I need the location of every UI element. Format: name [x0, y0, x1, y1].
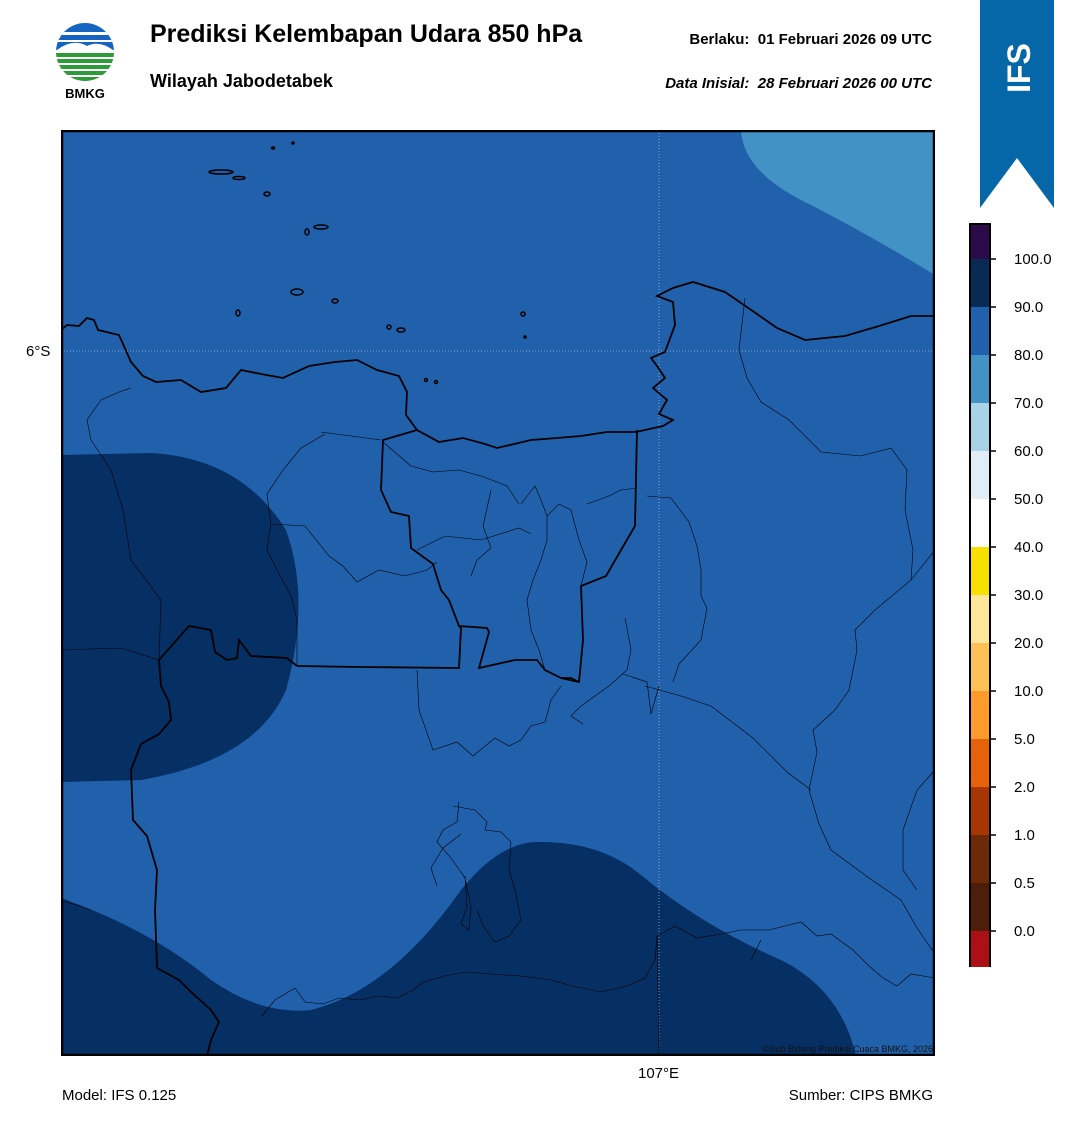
humidity-zone-90-100-south	[61, 841, 856, 1056]
colorbar-tick-label: 0.0	[1014, 923, 1035, 940]
bmkg-logo: BMKG	[53, 20, 117, 104]
bmkg-logo-icon: BMKG	[56, 23, 114, 101]
colorbar-tick-label: 70.0	[1014, 395, 1043, 412]
colorbar-tick-label: 1.0	[1014, 827, 1035, 844]
colorbar-tick-label: 30.0	[1014, 587, 1043, 604]
valid-label: Berlaku:	[689, 31, 750, 48]
colorbar-bin	[970, 403, 990, 451]
colorbar-tick-label: 5.0	[1014, 731, 1035, 748]
map-canvas	[60, 129, 936, 1057]
colorbar-tick-label: 90.0	[1014, 299, 1043, 316]
init-label: Data Inisial:	[665, 75, 750, 92]
init-time: Data Inisial: 28 Februari 2026 00 UTC	[665, 75, 932, 92]
init-value: 28 Februari 2026 00 UTC	[757, 75, 932, 92]
colorbar-bin	[970, 739, 990, 787]
colorbar-bin	[970, 499, 990, 547]
colorbar-tick-label: 20.0	[1014, 635, 1043, 652]
colorbar-bin	[970, 883, 990, 931]
colorbar-tick-label: 100.0	[1014, 251, 1052, 268]
colorbar-bin	[970, 224, 990, 259]
thousand-islands	[208, 141, 527, 385]
map-title: Prediksi Kelembapan Udara 850 hPa	[150, 20, 583, 48]
colorbar-bin	[970, 643, 990, 691]
colorbar-bin	[970, 835, 990, 883]
colorbar-bin	[970, 307, 990, 355]
humidity-colorbar: 100.0 90.0 80.0 70.0 60.0 50.0 40.0 30.0 20.0 10.…	[968, 222, 1068, 1014]
regency-borders	[60, 297, 936, 1057]
logo-text: BMKG	[65, 86, 105, 101]
colorbar-tick-label: 60.0	[1014, 443, 1043, 460]
colorbar-bin	[970, 259, 990, 307]
colorbar-bin	[970, 547, 990, 595]
humidity-map: ©Sub Bidang Prediksi Cuaca BMKG, 2026	[60, 129, 936, 1057]
colorbar-bin	[970, 931, 990, 979]
humidity-zone-90-100-west	[61, 453, 299, 782]
valid-value: 01 Februari 2026 09 UTC	[757, 31, 932, 48]
colorbar-bin	[970, 691, 990, 739]
latitude-label: 6°S	[26, 343, 51, 360]
colorbar-bin	[970, 451, 990, 499]
colorbar-tick-label: 0.5	[1014, 875, 1035, 892]
ifs-banner: IFS	[980, 0, 1054, 210]
map-frame	[60, 129, 936, 1057]
colorbar-bin	[970, 595, 990, 643]
colorbar-tick-label: 50.0	[1014, 491, 1043, 508]
longitude-label: 107°E	[638, 1065, 680, 1082]
source-label: Sumber: CIPS BMKG	[788, 1087, 933, 1104]
model-label: Model: IFS 0.125	[62, 1087, 177, 1104]
colorbar-tick-label: 40.0	[1014, 539, 1043, 556]
colorbar-tick-label: 10.0	[1014, 683, 1043, 700]
colorbar-tick-label: 2.0	[1014, 779, 1035, 796]
banner-text: IFS	[1001, 43, 1037, 93]
colorbar-canvas: 100.0 90.0 80.0 70.0 60.0 50.0 40.0 30.0 20.0 10.…	[969, 223, 1052, 1014]
colorbar-bin	[970, 787, 990, 835]
province-borders	[130, 429, 638, 1057]
valid-time: Berlaku: 01 Februari 2026 09 UTC	[689, 31, 932, 48]
colorbar-bin	[970, 355, 990, 403]
map-copyright: ©Sub Bidang Prediksi Cuaca BMKG, 2026	[762, 1044, 933, 1054]
humidity-zone-70-80	[741, 130, 935, 275]
map-subtitle: Wilayah Jabodetabek	[150, 71, 333, 91]
coastline	[60, 281, 935, 449]
colorbar-tick-label: 80.0	[1014, 347, 1043, 364]
